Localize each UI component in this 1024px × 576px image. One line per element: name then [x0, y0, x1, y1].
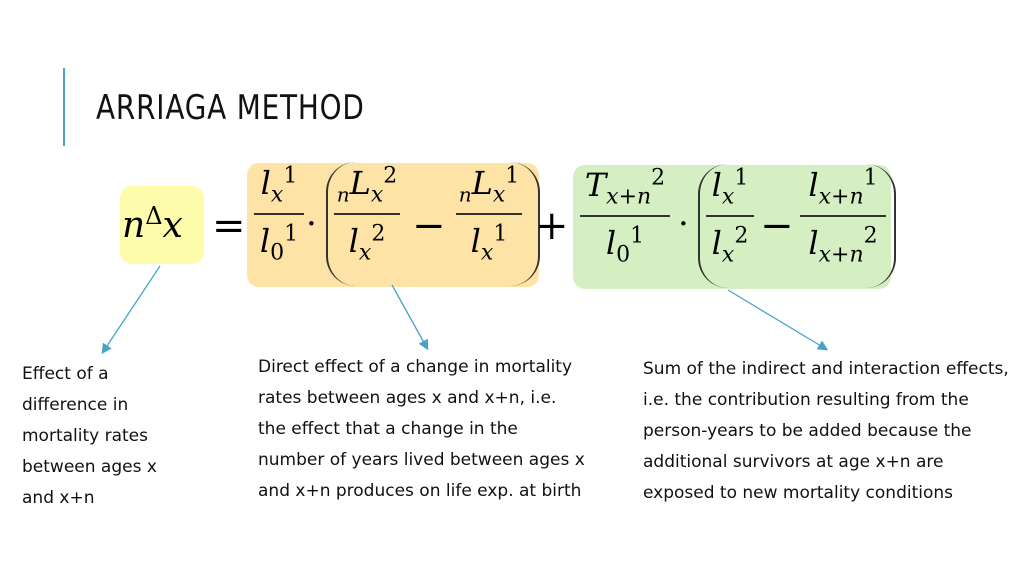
title-accent-bar [63, 68, 65, 146]
multiply-dot-2: · [678, 204, 689, 244]
arrow-indirect-note [727, 289, 829, 351]
indirect-parenthesis [698, 164, 896, 288]
direct-effect-annotation: Direct effect of a change in mortality r… [258, 357, 585, 501]
multiply-dot: · [306, 204, 317, 244]
indirect-effect-annotation: Sum of the indirect and interaction effe… [643, 359, 1009, 503]
lhs-annotation: Effect of a difference in mortality rate… [22, 364, 157, 508]
arrow-lhs-note [101, 265, 161, 355]
equals-sign: = [212, 203, 246, 249]
direct-parenthesis [326, 162, 540, 286]
indirect-effect-highlight [573, 165, 891, 289]
slide-title: ARRIAGA METHOD [96, 88, 365, 128]
arrow-direct-note [391, 284, 429, 351]
minus-sign: − [412, 203, 446, 249]
direct-effect-highlight [247, 163, 539, 287]
lhs-highlight [120, 186, 204, 264]
formula-lhs: nΔx [122, 202, 183, 246]
minus-sign-2: − [760, 203, 794, 249]
plus-sign: + [535, 203, 569, 249]
